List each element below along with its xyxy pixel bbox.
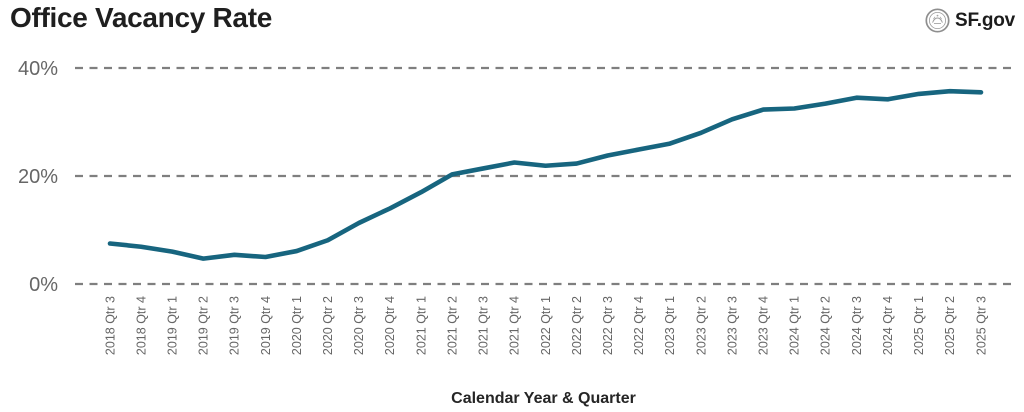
x-axis-tick-label: 2022 Qtr 1 bbox=[539, 296, 553, 355]
x-axis-tick-label: 2021 Qtr 1 bbox=[414, 296, 428, 355]
x-axis-tick-label: 2021 Qtr 3 bbox=[477, 296, 491, 355]
x-axis-tick-label: 2021 Qtr 4 bbox=[508, 296, 522, 355]
x-axis-tick-label: 2019 Qtr 3 bbox=[228, 296, 242, 355]
x-axis-tick-label: 2020 Qtr 2 bbox=[321, 296, 335, 355]
x-axis-tick-label: 2022 Qtr 2 bbox=[570, 296, 584, 355]
y-axis-tick-label: 0% bbox=[29, 274, 58, 296]
sfgov-logo: SF.gov bbox=[925, 8, 1015, 33]
sfgov-logo-text: SF.gov bbox=[954, 9, 1015, 31]
x-axis-tick-label: 2020 Qtr 4 bbox=[383, 296, 397, 355]
x-axis-tick-label: 2019 Qtr 1 bbox=[165, 296, 179, 355]
x-axis-tick-label: 2024 Qtr 1 bbox=[788, 296, 802, 355]
x-axis-tick-label: 2024 Qtr 2 bbox=[819, 296, 833, 355]
x-axis-tick-label: 2020 Qtr 1 bbox=[290, 296, 304, 355]
x-axis-tick-label: 2019 Qtr 2 bbox=[197, 296, 211, 355]
x-axis-tick-label: 2020 Qtr 3 bbox=[352, 296, 366, 355]
x-axis-tick-label: 2025 Qtr 1 bbox=[912, 296, 926, 355]
x-axis-title: Calendar Year & Quarter bbox=[451, 390, 636, 407]
x-axis-tick-label: 2024 Qtr 4 bbox=[881, 296, 895, 355]
x-axis-tick-label: 2024 Qtr 3 bbox=[850, 296, 864, 355]
y-axis-tick-label: 20% bbox=[18, 166, 58, 188]
x-axis-tick-label: 2018 Qtr 3 bbox=[103, 296, 117, 355]
x-axis-tick-label: 2023 Qtr 3 bbox=[725, 296, 739, 355]
y-axis-tick-label: 40% bbox=[18, 58, 58, 80]
x-axis-tick-label: 2025 Qtr 2 bbox=[943, 296, 957, 355]
x-axis-tick-label: 2022 Qtr 3 bbox=[601, 296, 615, 355]
x-axis-tick-label: 2018 Qtr 4 bbox=[134, 296, 148, 355]
x-axis-tick-label: 2023 Qtr 1 bbox=[663, 296, 677, 355]
x-axis-tick-label: 2025 Qtr 3 bbox=[974, 296, 988, 355]
x-axis-tick-label: 2021 Qtr 2 bbox=[445, 296, 459, 355]
vacancy-rate-line bbox=[107, 88, 984, 261]
x-axis-tick-label: 2019 Qtr 4 bbox=[259, 296, 273, 355]
x-axis-tick-label: 2023 Qtr 4 bbox=[757, 296, 771, 355]
x-axis-tick-label: 2023 Qtr 2 bbox=[694, 296, 708, 355]
page-title: Office Vacancy Rate bbox=[10, 2, 272, 33]
x-axis-tick-label: 2022 Qtr 4 bbox=[632, 296, 646, 355]
sf-city-seal-icon bbox=[925, 8, 950, 33]
